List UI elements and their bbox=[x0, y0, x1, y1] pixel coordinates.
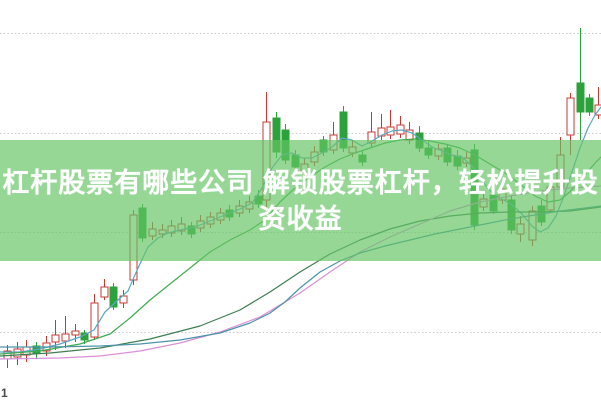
candles bbox=[3, 28, 601, 368]
x-axis-label: 1 bbox=[1, 386, 8, 400]
